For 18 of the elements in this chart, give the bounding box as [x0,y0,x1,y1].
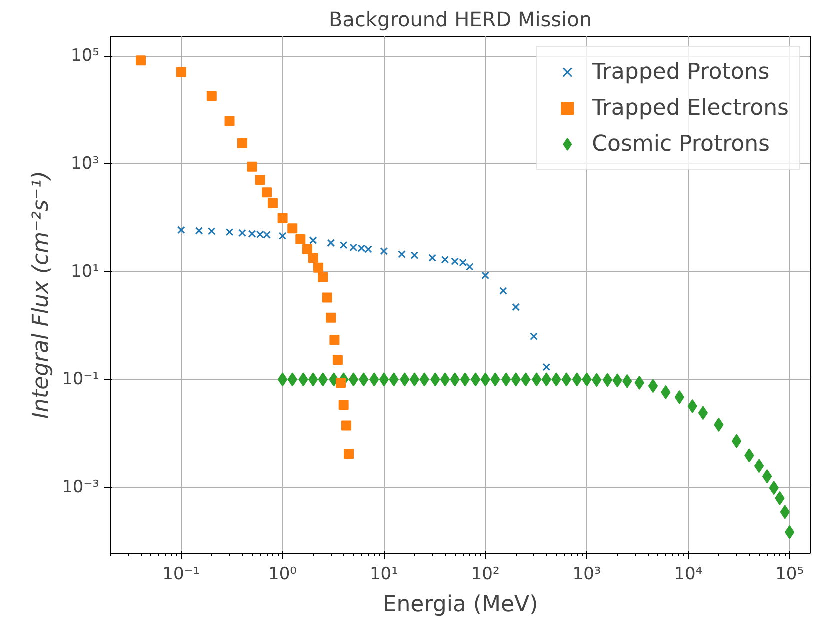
x-tick-label: 10³ [572,564,602,584]
legend-label: Trapped Electrons [592,96,789,120]
y-tick-label: 10⁻¹ [62,370,100,390]
x-tick-label: 10¹ [370,564,398,584]
y-axis-title: Integral Flux (cm⁻²s⁻¹) [29,171,54,419]
x-tick-label: 10⁰ [268,564,298,584]
chart-title: Background HERD Mission [328,8,592,32]
y-tick-label: 10⁵ [71,46,100,66]
x-axis-title: Energia (MeV) [382,592,538,618]
x-tick-label: 10² [471,564,500,584]
legend-label: Trapped Protons [592,60,770,84]
x-tick-label: 10⁻¹ [162,564,200,584]
y-tick-label: 10⁻³ [62,478,100,498]
y-tick-label: 10³ [71,154,100,174]
x-tick-label: 10⁴ [674,564,703,584]
x-tick-label: 10⁵ [776,564,804,584]
legend-label: Cosmic Protrons [592,132,770,156]
y-tick-label: 10¹ [71,262,100,282]
